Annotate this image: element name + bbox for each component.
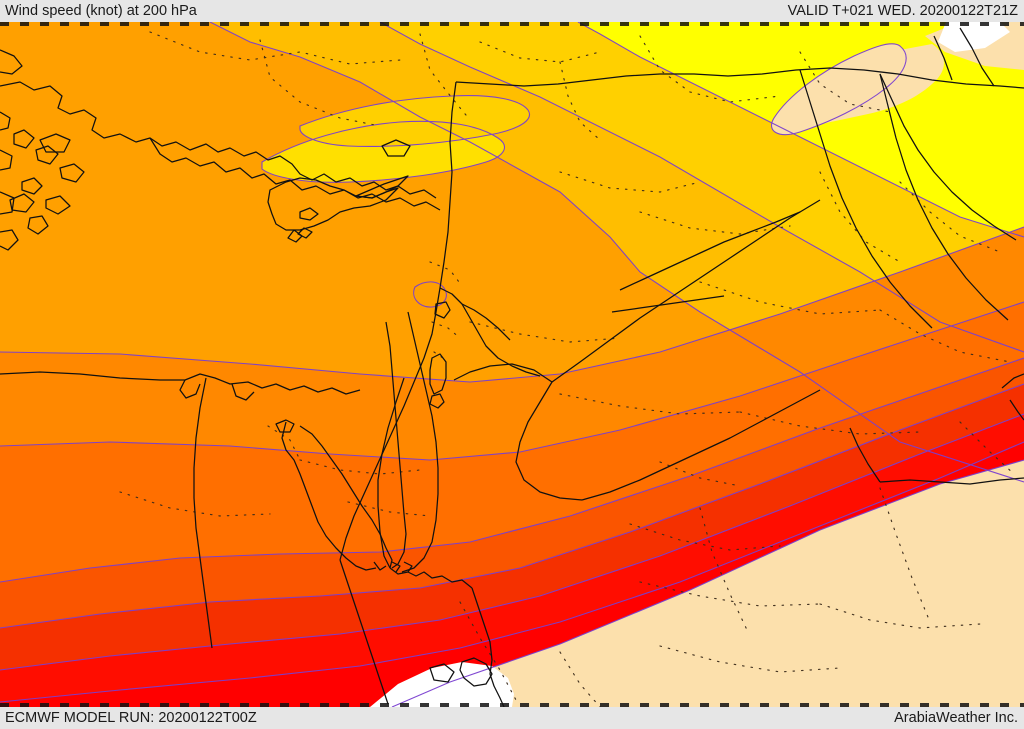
contour-fill-bands — [0, 22, 1024, 707]
fill-core-white — [370, 662, 514, 707]
fill-band-40-50-lobe — [771, 43, 907, 135]
map-title: Wind speed (knot) at 200 hPa — [5, 3, 197, 19]
model-run-label: ECMWF MODEL RUN: 20200122T00Z — [5, 710, 257, 726]
wind-speed-contour-map[interactable] — [0, 22, 1024, 707]
footer-bar: ECMWF MODEL RUN: 20200122T00Z ArabiaWeat… — [0, 707, 1024, 729]
valid-time-label: VALID T+021 WED. 20200122T21Z — [787, 3, 1018, 19]
coastlines-and-borders — [0, 27, 1024, 707]
map-viewport[interactable] — [0, 22, 1024, 707]
fill-band-white-nw — [938, 22, 1010, 52]
admin-borders — [119, 31, 1015, 707]
fill-band-40-50-se — [392, 460, 1024, 707]
contour-lines — [0, 22, 1024, 707]
attribution-label: ArabiaWeather Inc. — [894, 710, 1018, 726]
header-bar: Wind speed (knot) at 200 hPa VALID T+021… — [0, 0, 1024, 22]
